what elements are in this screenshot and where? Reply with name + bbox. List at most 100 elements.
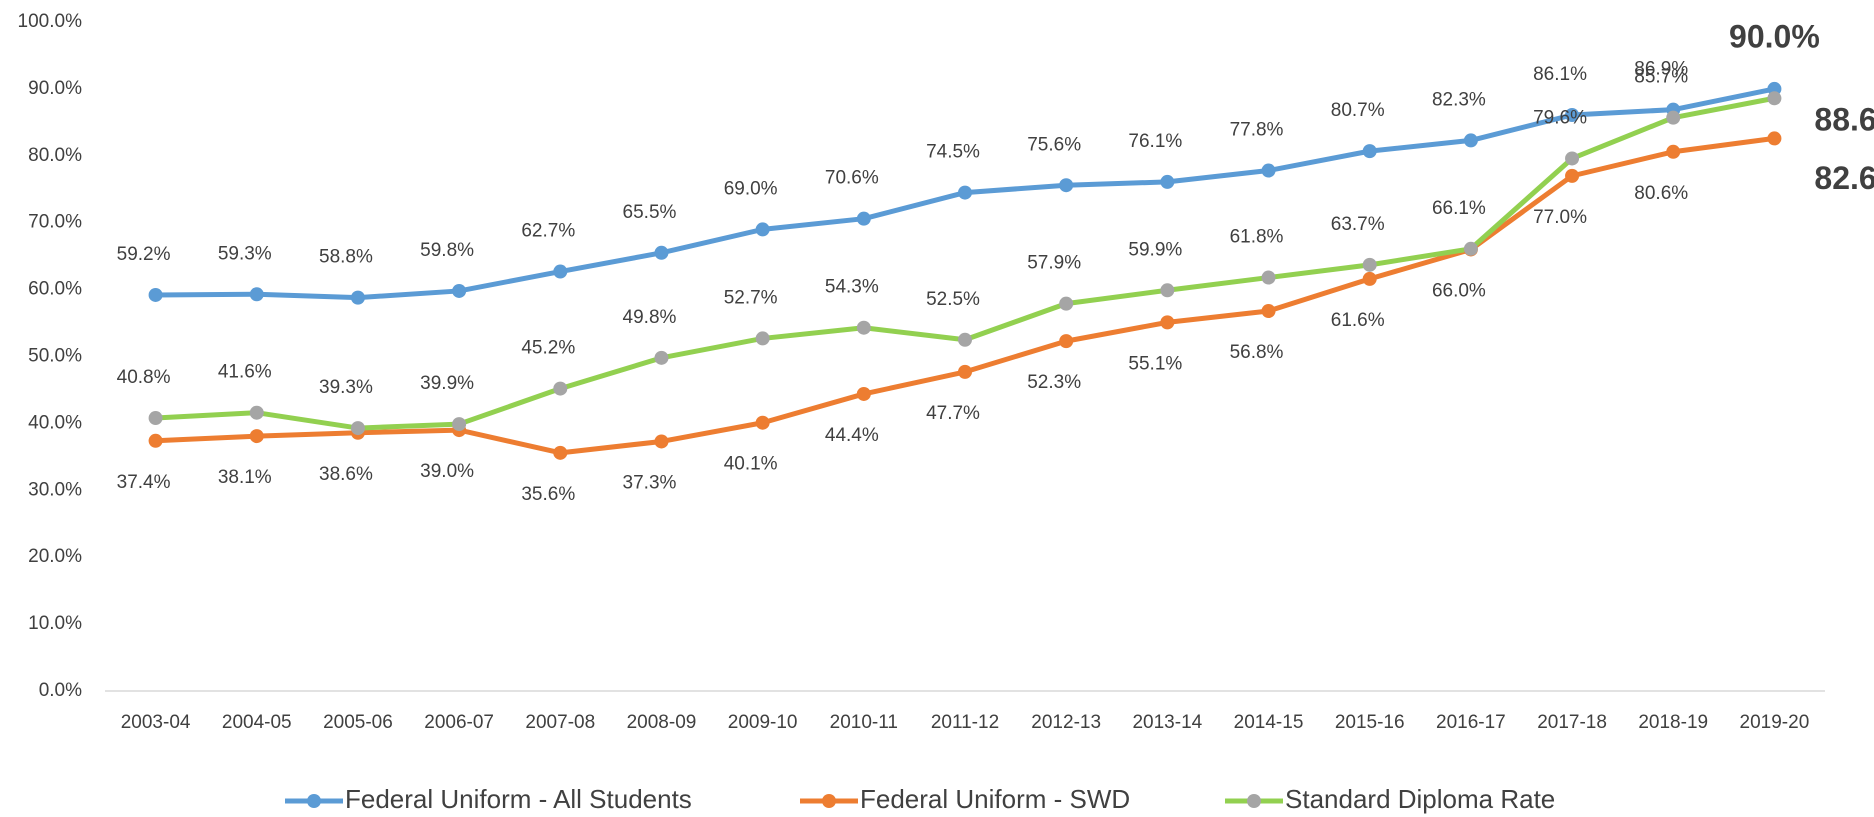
data-point (856, 320, 871, 335)
y-tick-label: 20.0% (28, 546, 82, 567)
data-point (452, 283, 467, 298)
data-label: 47.7% (926, 403, 980, 424)
data-point (1160, 315, 1175, 330)
data-label: 82.6% (1814, 160, 1874, 196)
data-label: 52.3% (1027, 372, 1081, 393)
data-label: 57.9% (1027, 253, 1081, 274)
x-tick-label: 2010-11 (830, 712, 898, 733)
data-label: 37.4% (117, 472, 171, 493)
data-point (654, 245, 669, 260)
data-point (553, 445, 568, 460)
data-label: 54.3% (825, 277, 879, 298)
data-point (1261, 270, 1276, 285)
data-label: 86.1% (1533, 64, 1587, 85)
data-label: 49.8% (623, 307, 677, 328)
x-tick-label: 2019-20 (1740, 712, 1810, 733)
data-point (1565, 168, 1580, 183)
data-point (654, 434, 669, 449)
x-tick-label: 2013-14 (1132, 712, 1202, 733)
data-label: 39.9% (420, 373, 474, 394)
data-label: 65.5% (623, 202, 677, 223)
data-point (856, 211, 871, 226)
legend-label: Federal Uniform - All Students (345, 784, 692, 814)
data-point (1463, 241, 1478, 256)
y-tick-label: 40.0% (28, 412, 82, 433)
y-tick-label: 90.0% (28, 78, 82, 99)
data-label: 37.3% (623, 472, 677, 493)
data-point (249, 405, 264, 420)
data-point (1362, 144, 1377, 159)
data-point (148, 433, 163, 448)
data-label: 63.7% (1331, 214, 1385, 235)
data-label: 41.6% (218, 362, 272, 383)
data-label: 38.6% (319, 464, 373, 485)
data-label: 66.1% (1432, 198, 1486, 219)
x-tick-label: 2009-10 (728, 712, 798, 733)
data-label: 44.4% (825, 425, 879, 446)
data-point (654, 350, 669, 365)
data-point (1160, 283, 1175, 298)
y-tick-label: 30.0% (28, 479, 82, 500)
data-label: 75.6% (1027, 134, 1081, 155)
legend-marker (1247, 794, 1261, 808)
data-point (1261, 304, 1276, 319)
data-point (958, 332, 972, 347)
data-label: 86.9% (1634, 59, 1688, 80)
data-label: 80.6% (1634, 183, 1688, 204)
data-point (1059, 296, 1074, 311)
data-label: 66.0% (1432, 280, 1486, 301)
data-point (1362, 271, 1377, 286)
y-tick-label: 10.0% (28, 613, 82, 634)
y-tick-label: 100.0% (18, 11, 83, 32)
data-point (755, 415, 770, 430)
data-point (1059, 334, 1074, 349)
data-point (755, 331, 770, 346)
legend-marker (307, 794, 321, 808)
data-label: 52.7% (724, 287, 778, 308)
data-point (249, 429, 264, 444)
data-label: 88.6% (1814, 102, 1874, 138)
data-label: 77.8% (1230, 120, 1284, 141)
data-label: 45.2% (521, 338, 575, 359)
x-tick-label: 2017-18 (1537, 712, 1607, 733)
x-tick-label: 2003-04 (121, 712, 191, 733)
data-label: 39.0% (420, 461, 474, 482)
data-label: 77.0% (1533, 207, 1587, 228)
data-point (1767, 91, 1782, 106)
data-label: 59.2% (117, 244, 171, 265)
y-tick-label: 50.0% (28, 346, 82, 367)
y-tick-label: 70.0% (28, 212, 82, 233)
data-point (249, 287, 264, 302)
x-tick-label: 2018-19 (1638, 712, 1708, 733)
data-point (1666, 144, 1681, 159)
data-point (1565, 107, 1580, 122)
data-point (755, 222, 770, 237)
data-label: 40.8% (117, 367, 171, 388)
data-label: 56.8% (1230, 342, 1284, 363)
data-label: 38.1% (218, 467, 272, 488)
data-label: 39.3% (319, 377, 373, 398)
data-point (958, 185, 972, 200)
x-tick-label: 2004-05 (222, 712, 292, 733)
data-label: 55.1% (1128, 353, 1182, 374)
data-point (148, 287, 163, 302)
data-label: 59.3% (218, 243, 272, 264)
legend: Federal Uniform - All Students Federal Un… (285, 784, 1555, 814)
data-label: 74.5% (926, 142, 980, 163)
data-point (1565, 151, 1580, 166)
x-tick-label: 2011-12 (931, 712, 999, 733)
data-label: 82.3% (1432, 89, 1486, 110)
data-label: 70.6% (825, 168, 879, 189)
x-tick-label: 2012-13 (1031, 712, 1101, 733)
data-point (1160, 174, 1175, 189)
data-label: 62.7% (521, 221, 575, 242)
data-point (148, 411, 163, 426)
y-tick-label: 80.0% (28, 145, 82, 166)
data-label: 80.7% (1331, 100, 1385, 121)
data-point (452, 417, 467, 432)
data-label: 79.6% (1533, 107, 1587, 128)
data-point (1666, 110, 1681, 125)
x-tick-label: 2006-07 (424, 712, 494, 733)
data-label: 40.1% (724, 454, 778, 475)
